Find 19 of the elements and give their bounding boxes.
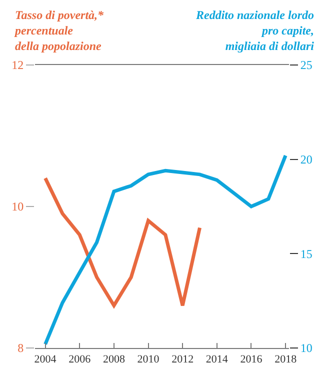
y-tick-label: 12 bbox=[12, 58, 24, 72]
y2-axis-title: Reddito nazionale lordo pro capite, migliaia di dollari bbox=[195, 8, 315, 54]
x-tick-label: 2014 bbox=[206, 353, 228, 366]
x-tick-label: 2008 bbox=[102, 353, 126, 366]
x-tick-label: 2016 bbox=[240, 353, 263, 366]
y2-tick-label: 10 bbox=[300, 341, 312, 356]
line-series bbox=[44, 176, 202, 308]
x-tick-label: 2018 bbox=[274, 353, 298, 366]
line-series bbox=[44, 154, 288, 346]
x-tick-label: 2012 bbox=[172, 353, 194, 366]
y-tick-label: 10 bbox=[12, 200, 24, 214]
y2-tick-label: 25 bbox=[300, 58, 312, 72]
x-tick-label: 2004 bbox=[34, 353, 57, 366]
x-tick-label: 2010 bbox=[137, 353, 160, 366]
y-axis-title: Tasso di povertà,* percentuale della popolazione bbox=[14, 8, 105, 54]
y2-tick-label: 15 bbox=[300, 246, 312, 261]
y2-tick-label: 20 bbox=[300, 152, 312, 167]
x-tick-label: 2006 bbox=[68, 353, 92, 366]
y-tick-label: 8 bbox=[18, 341, 24, 356]
